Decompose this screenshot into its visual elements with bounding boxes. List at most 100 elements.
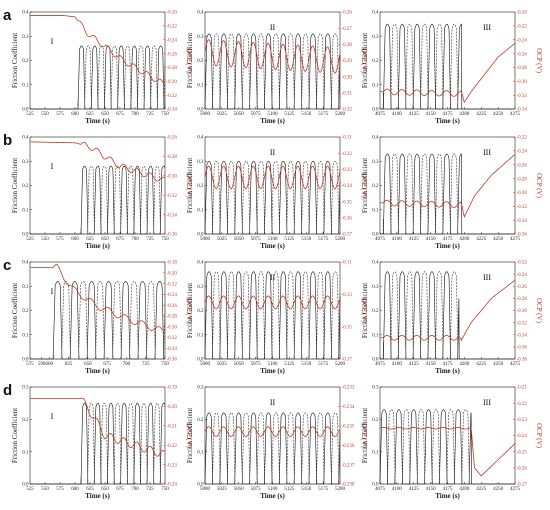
y-tick-label: 0.3 <box>372 35 379 40</box>
row-letter: a <box>3 7 12 24</box>
y2-tick-label: -0.28 <box>517 177 528 182</box>
x-tick-label: 5150 <box>301 112 312 117</box>
x-tick-label: 700 <box>131 487 139 492</box>
y2-tick-label: -0.21 <box>167 425 178 430</box>
x-tick-label: 600 <box>71 237 79 242</box>
y-tick-label: 0.4 <box>22 136 29 141</box>
y2-tick-label: -0.26 <box>517 52 528 57</box>
friction-series-dashed <box>30 165 165 235</box>
y2-tick-label: -0.237 <box>342 463 355 468</box>
plot-frame <box>379 386 516 485</box>
y-tick-label: 0.1 <box>22 83 29 88</box>
y-tick-label: 0.1 <box>197 208 204 213</box>
stage-label: II <box>270 273 276 282</box>
y-tick-label: 0.4 <box>372 11 379 16</box>
y2-tick-label: -0.20 <box>517 11 528 16</box>
stage-label: II <box>270 148 276 157</box>
friction-series-dashed <box>379 409 515 485</box>
y2-tick-label: -0.28 <box>167 155 178 160</box>
y2-axis-title: OCP (V) <box>535 298 543 323</box>
y2-tick-label: -0.34 <box>167 347 178 352</box>
x-axis-title: Time (s) <box>260 367 285 375</box>
x-tick-label: 5125 <box>284 487 295 492</box>
y-tick-label: 0.2 <box>22 59 29 64</box>
y-tick-label: 0.2 <box>197 184 204 189</box>
x-tick-label: 725 <box>146 487 154 492</box>
y2-tick-label: -0.22 <box>517 25 528 30</box>
x-tick-label: 4275 <box>510 112 521 117</box>
y-axis-title: Friction Coefficient <box>11 408 19 463</box>
y-axis-title: Friction Coefficient <box>186 158 194 213</box>
y2-axis-title: OCP (V) <box>185 423 193 448</box>
x-tick-label: 5125 <box>284 362 295 367</box>
x-tick-label: 650 <box>101 237 109 242</box>
x-axis-title: Time (s) <box>260 492 285 500</box>
y2-tick-label: -0.233 <box>342 386 355 391</box>
y-tick-label: 0.0 <box>22 108 29 113</box>
x-tick-label: 5025 <box>217 362 228 367</box>
x-tick-label: 4250 <box>493 237 504 242</box>
y-tick-label: 0.4 <box>22 261 29 266</box>
x-tick-label: 4150 <box>426 487 437 492</box>
x-tick-label: 5050 <box>234 237 245 242</box>
x-tick-label: 600 <box>71 112 79 117</box>
y2-tick-label: -0.238 <box>342 483 355 488</box>
x-tick-label: 675 <box>116 487 124 492</box>
y2-axis-title: OCP (V) <box>185 173 193 198</box>
y-tick-label: 0.4 <box>22 11 29 16</box>
y2-tick-label: -0.30 <box>517 191 528 196</box>
x-tick-label: 750 <box>161 112 169 117</box>
x-tick-label: 5050 <box>234 487 245 492</box>
friction-series-dashed <box>380 23 515 110</box>
y2-tick-label: -0.17 <box>342 358 353 363</box>
x-tick-label: 5175 <box>318 487 329 492</box>
y-axis-title: Friction Coefficient <box>11 283 19 338</box>
y2-tick-label: -0.20 <box>167 11 178 16</box>
y-tick-label: 0.2 <box>372 309 379 314</box>
x-tick-label: 4250 <box>493 112 504 117</box>
y2-tick-label: -0.30 <box>517 80 528 85</box>
row-letter: b <box>3 132 12 149</box>
friction-series-solid <box>30 45 165 110</box>
plot-frame <box>379 136 516 235</box>
y-tick-label: 0.1 <box>372 450 379 455</box>
y2-tick-label: -0.34 <box>342 184 353 189</box>
y2-tick-label: -0.11 <box>342 261 353 266</box>
y2-tick-label: -0.32 <box>167 336 178 341</box>
y2-tick-label: -0.32 <box>167 94 178 99</box>
friction-series-dashed <box>30 45 166 110</box>
y2-axis-title: OCP (V) <box>535 423 543 448</box>
y-tick-label: 0.1 <box>22 208 29 213</box>
x-tick-label: 4075 <box>375 362 386 367</box>
friction-series-dashed <box>204 33 340 110</box>
x-tick-label: 4275 <box>510 487 521 492</box>
y-axis-title: Friction Coefficient <box>186 33 194 88</box>
friction-series-solid <box>380 271 515 360</box>
y-tick-label: 0.4 <box>197 136 204 141</box>
y2-tick-label: -0.35 <box>342 200 353 205</box>
y2-axis-title: OCP (V) <box>360 423 368 448</box>
ocp-series <box>29 141 166 182</box>
x-tick-label: 4200 <box>459 237 470 242</box>
x-tick-label: 4150 <box>426 362 437 367</box>
x-axis-title: Time (s) <box>260 242 285 250</box>
y-tick-label: 0.3 <box>372 285 379 290</box>
plot-frame <box>29 386 166 485</box>
x-tick-label: 4275 <box>510 362 521 367</box>
x-tick-label: 5050 <box>234 112 245 117</box>
y2-tick-label: -0.234 <box>342 405 355 410</box>
x-tick-label: 5150 <box>301 362 312 367</box>
y-tick-label: 0.3 <box>372 160 379 165</box>
friction-series-dashed <box>204 160 340 235</box>
y2-tick-label: -0.38 <box>517 358 528 363</box>
x-tick-label: 725 <box>146 237 154 242</box>
x-tick-label: 550 <box>41 487 49 492</box>
y2-tick-label: -0.36 <box>342 217 353 222</box>
y2-tick-label: -0.20 <box>167 271 178 276</box>
x-tick-label: 625 <box>86 112 94 117</box>
x-axis-title: Time (s) <box>85 367 110 375</box>
y2-tick-label: -0.34 <box>167 108 178 113</box>
friction-series-dashed <box>380 271 515 360</box>
x-tick-label: 5000 <box>200 362 211 367</box>
ocp-series <box>204 295 341 310</box>
